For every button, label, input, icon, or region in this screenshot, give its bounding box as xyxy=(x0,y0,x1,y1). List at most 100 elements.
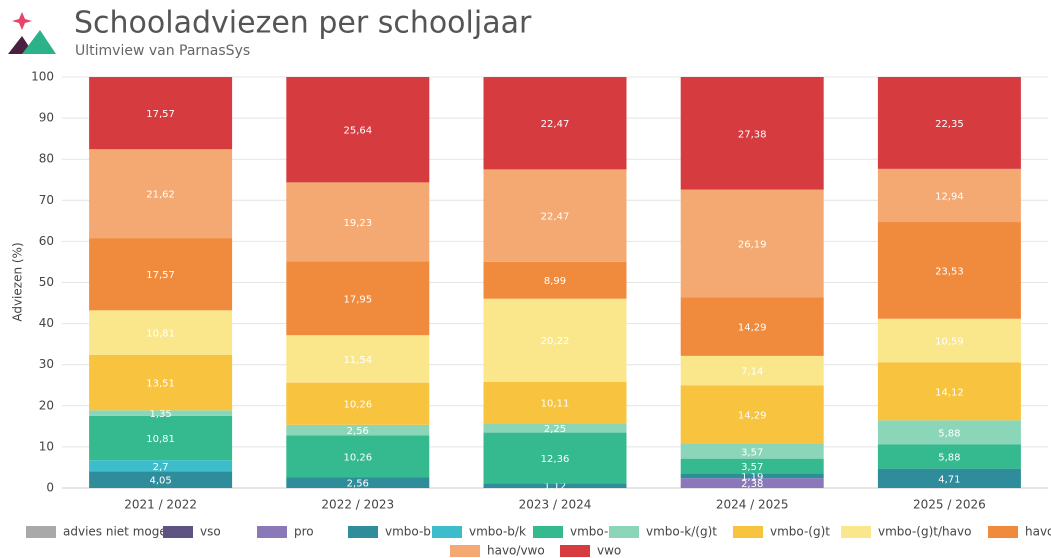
bar-segment xyxy=(89,415,233,461)
chart-title: Schooladviezen per schooljaar xyxy=(74,6,532,41)
data-label: 21,62 xyxy=(146,190,175,201)
bar-segment xyxy=(680,355,824,386)
data-label: 10,59 xyxy=(935,337,964,348)
data-label: 7,14 xyxy=(741,367,763,378)
bar-segment xyxy=(877,468,1021,488)
bar-segment xyxy=(286,77,430,183)
data-label: 26,19 xyxy=(738,239,767,250)
bar-segment xyxy=(877,420,1021,445)
data-label: 22,47 xyxy=(541,212,570,223)
legend-label: vso xyxy=(200,525,221,539)
bar-segment xyxy=(89,354,233,411)
y-tick-label: 20 xyxy=(39,398,54,412)
y-tick-label: 30 xyxy=(39,357,54,371)
logo xyxy=(8,12,56,54)
legend-swatch xyxy=(163,526,193,538)
legend-label: vmbo-k/(g)t xyxy=(646,525,717,539)
legend-label: vwo xyxy=(597,544,621,558)
y-tick-label: 100 xyxy=(31,70,54,84)
bar-segment xyxy=(680,478,824,488)
data-label: 11,54 xyxy=(343,355,372,366)
bar-segment xyxy=(483,77,627,170)
data-label: 10,26 xyxy=(343,400,372,411)
x-tick-label: 2023 / 2024 xyxy=(519,498,592,512)
data-label: 4,05 xyxy=(149,476,171,487)
bar-segment xyxy=(483,381,627,424)
bar-segment xyxy=(89,310,233,355)
bar-segment xyxy=(680,297,824,356)
bar-segment xyxy=(89,77,233,150)
data-label: 20,22 xyxy=(541,336,570,347)
legend-label: vmbo-(g)t xyxy=(770,525,830,539)
bar-segment xyxy=(89,460,233,472)
data-label: 25,64 xyxy=(343,126,372,137)
legend-label: havo xyxy=(1025,525,1051,539)
chart-subtitle: Ultimview van ParnasSys xyxy=(75,43,250,59)
data-label: 10,81 xyxy=(146,434,175,445)
legend-swatch xyxy=(988,526,1018,538)
data-label: 2,7 xyxy=(153,462,169,473)
bar-segment xyxy=(286,335,430,383)
y-axis-label: Adviezen (%) xyxy=(11,242,25,321)
data-label: 3,57 xyxy=(741,447,763,458)
data-label: 27,38 xyxy=(738,129,767,140)
bar-segment xyxy=(877,362,1021,421)
legend-label: advies niet mogelijk xyxy=(63,525,184,539)
bar-segment xyxy=(877,77,1021,169)
bar-segment xyxy=(483,483,627,488)
legend-swatch xyxy=(841,526,871,538)
data-label: 12,94 xyxy=(935,191,964,202)
bar-segment xyxy=(877,318,1021,363)
data-label: 10,26 xyxy=(343,452,372,463)
data-label: 2,25 xyxy=(544,424,566,435)
data-label: 3,57 xyxy=(741,462,763,473)
data-label: 1,12 xyxy=(544,482,566,493)
bar-segment xyxy=(680,458,824,474)
data-label: 2,56 xyxy=(347,479,369,490)
data-label: 14,12 xyxy=(935,387,964,398)
bar-segment xyxy=(483,423,627,433)
bar-segment xyxy=(680,473,824,479)
legend-label: vmbo-b xyxy=(385,525,431,539)
data-label: 22,47 xyxy=(541,119,570,130)
bar-segment xyxy=(89,149,233,239)
data-label: 17,95 xyxy=(343,294,372,305)
bar-segment xyxy=(89,471,233,488)
legend-label: havo/vwo xyxy=(487,544,545,558)
data-label: 4,71 xyxy=(938,474,960,485)
bar-segment xyxy=(286,424,430,436)
bar-segment xyxy=(680,443,824,459)
bar-segment xyxy=(877,444,1021,469)
data-label: 17,57 xyxy=(146,109,175,120)
data-label: 10,81 xyxy=(146,329,175,340)
data-label: 2,56 xyxy=(347,426,369,437)
legend-swatch xyxy=(533,526,563,538)
y-tick-label: 80 xyxy=(39,152,54,166)
data-label: 1,19 xyxy=(741,472,763,483)
legend-label: pro xyxy=(294,525,314,539)
legend-swatch xyxy=(560,545,590,557)
data-label: 5,88 xyxy=(938,453,960,464)
data-label: 17,57 xyxy=(146,270,175,281)
data-label: 12,36 xyxy=(541,454,570,465)
bar-segment xyxy=(286,182,430,262)
y-tick-label: 10 xyxy=(39,439,54,453)
data-label: 13,51 xyxy=(146,379,175,390)
data-label: 5,88 xyxy=(938,428,960,439)
bar-segment xyxy=(286,382,430,425)
legend-swatch xyxy=(432,526,462,538)
legend-swatch xyxy=(348,526,378,538)
data-label: 8,99 xyxy=(544,276,566,287)
data-label: 22,35 xyxy=(935,119,964,130)
bar-segment xyxy=(483,432,627,484)
bar-segment xyxy=(286,435,430,478)
y-tick-label: 70 xyxy=(39,193,54,207)
x-tick-label: 2021 / 2022 xyxy=(124,498,197,512)
y-tick-label: 0 xyxy=(46,481,54,495)
legend-swatch xyxy=(609,526,639,538)
data-label: 2,38 xyxy=(741,479,763,490)
x-tick-label: 2024 / 2025 xyxy=(716,498,789,512)
bar-segment xyxy=(680,385,824,444)
y-tick-label: 40 xyxy=(39,316,54,330)
